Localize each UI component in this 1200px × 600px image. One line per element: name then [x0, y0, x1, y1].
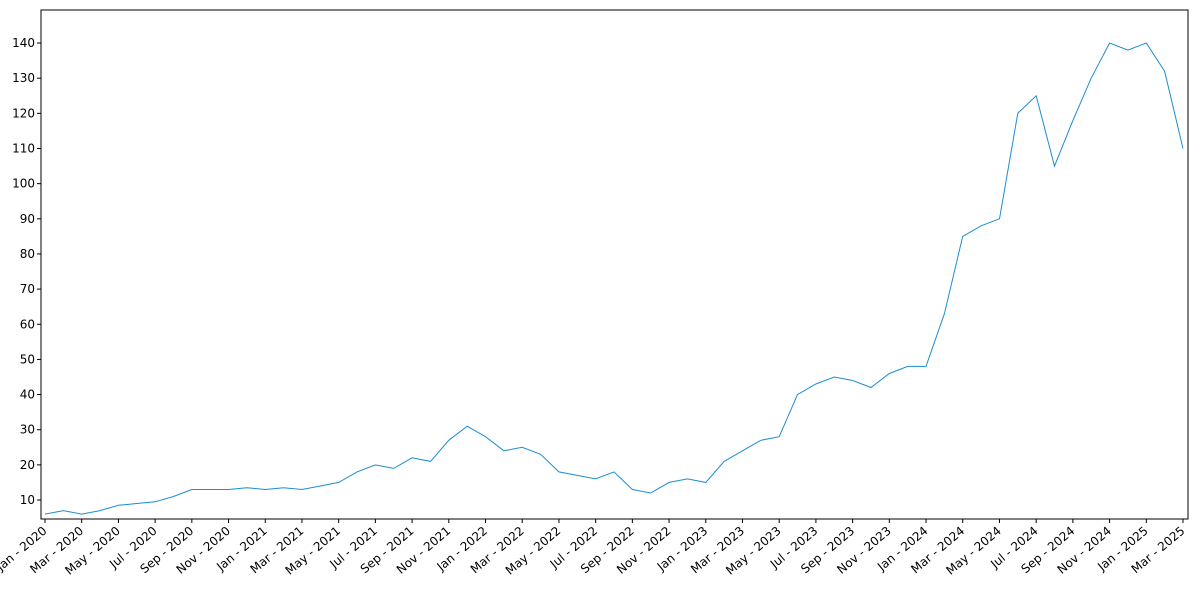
y-tick-label: 120	[12, 106, 35, 120]
y-tick-label: 90	[20, 212, 35, 226]
y-tick-label: 130	[12, 71, 35, 85]
price-line	[44, 42, 1184, 515]
y-tick-label: 70	[20, 282, 35, 296]
y-tick-label: 30	[20, 423, 35, 437]
y-tick-label: 110	[12, 141, 35, 155]
y-tick-label: 100	[12, 177, 35, 191]
y-tick-label: 140	[12, 36, 35, 50]
y-tick-label: 60	[20, 317, 35, 331]
plot-frame	[40, 9, 1189, 520]
y-tick-label: 20	[20, 458, 35, 472]
y-tick-label: 10	[20, 493, 35, 507]
y-tick-label: 40	[20, 388, 35, 402]
y-tick-label: 80	[20, 247, 35, 261]
y-tick-label: 50	[20, 352, 35, 366]
